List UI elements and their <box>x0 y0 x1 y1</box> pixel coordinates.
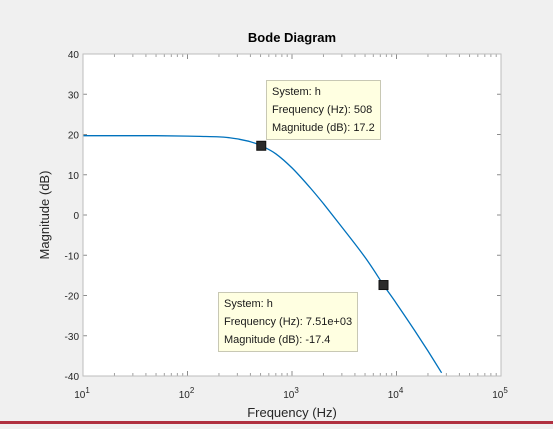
y-tick-label: -20 <box>65 292 80 303</box>
y-tick-label: 30 <box>68 90 80 101</box>
x-tick-label: 105 <box>492 386 508 401</box>
y-tick-label: -10 <box>65 251 80 262</box>
datatip-marker-2[interactable] <box>378 280 389 291</box>
datatip-2-system: System: h <box>224 298 273 310</box>
x-axis-label: Frequency (Hz) <box>247 405 337 420</box>
chart-title: Bode Diagram <box>248 30 336 45</box>
magnitude-curve <box>83 135 443 374</box>
x-tick-label: 101 <box>74 386 90 401</box>
datatip-1-frequency: Frequency (Hz): 508 <box>272 104 373 116</box>
y-axis-label: Magnitude (dB) <box>37 171 52 260</box>
x-tick-label: 104 <box>388 386 404 401</box>
y-tick-label: -40 <box>65 372 80 383</box>
y-tick-label: 40 <box>68 50 80 61</box>
datatip-1-system: System: h <box>272 86 321 98</box>
datatip-1-magnitude: Magnitude (dB): 17.2 <box>272 122 375 134</box>
x-tick-label: 102 <box>179 386 195 401</box>
datatip-marker-1[interactable] <box>256 140 267 151</box>
datatip-2-magnitude: Magnitude (dB): -17.4 <box>224 334 331 346</box>
datatip-2-frequency: Frequency (Hz): 7.51e+03 <box>224 316 353 328</box>
y-tick-label: 0 <box>73 211 79 222</box>
y-tick-label: -30 <box>65 332 80 343</box>
window-bottom-border <box>0 421 553 424</box>
x-tick-label: 103 <box>283 386 299 401</box>
datatip-1[interactable]: System: h Frequency (Hz): 508 Magnitude … <box>266 80 381 140</box>
marker-layer <box>256 140 389 291</box>
y-tick-label: 10 <box>68 171 80 182</box>
datatip-2[interactable]: System: h Frequency (Hz): 7.51e+03 Magni… <box>218 292 359 352</box>
y-tick-label: 20 <box>68 131 80 142</box>
axes-frame <box>82 53 502 377</box>
